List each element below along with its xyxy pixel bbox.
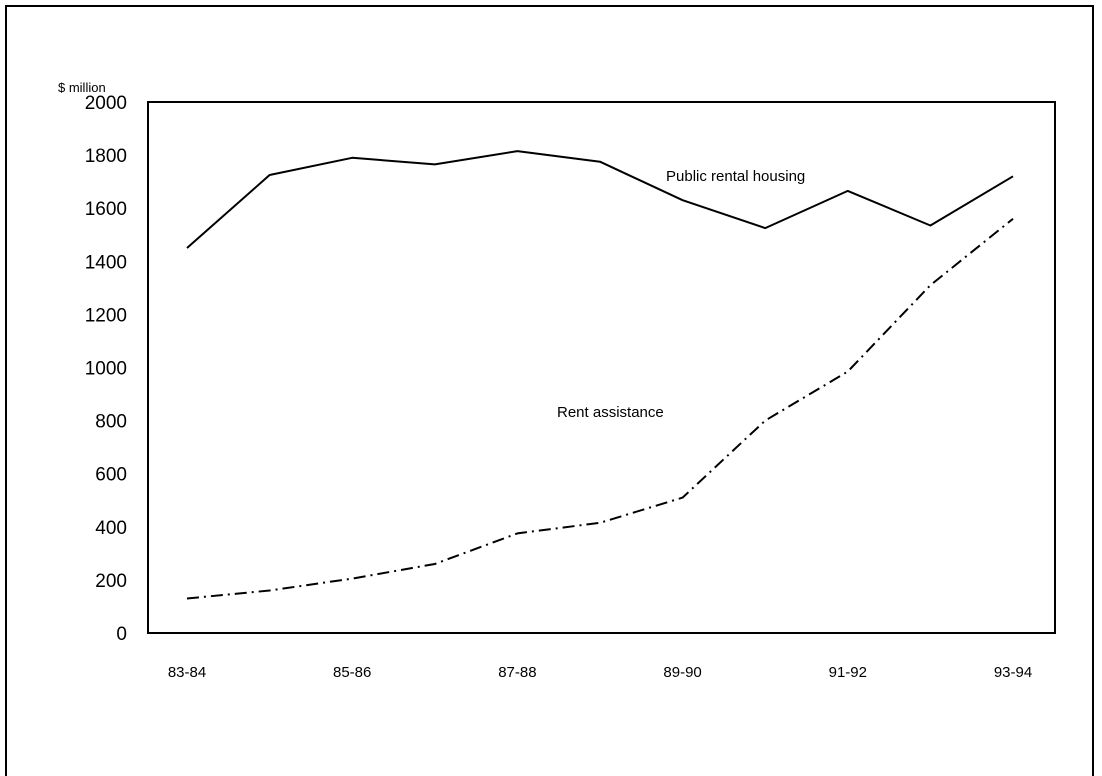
rent-assistance-line: [186, 218, 1014, 600]
y-tick-label: 1200: [85, 305, 127, 326]
y-tick-label: 400: [95, 518, 127, 539]
series-lines: [186, 150, 1014, 600]
y-tick-label: 1800: [85, 146, 127, 167]
x-tick-label: 89-90: [663, 664, 701, 681]
plot-border: [147, 101, 1056, 634]
y-axis-ticks: 0 200 400 600 800 1000 1200 1400 1600 1800 2000: [85, 93, 127, 645]
x-tick-label: 85-86: [333, 664, 371, 681]
public-rental-housing-label: Public rental housing: [666, 168, 805, 185]
y-tick-label: 0: [116, 624, 127, 645]
y-tick-label: 1600: [85, 199, 127, 220]
x-tick-label: 91-92: [829, 664, 867, 681]
public-rental-housing-line: [186, 150, 1014, 249]
y-tick-label: 200: [95, 571, 127, 592]
plot-area: [147, 101, 1056, 634]
x-tick-label: 87-88: [498, 664, 536, 681]
y-tick-label: 600: [95, 465, 127, 486]
y-tick-label: 2000: [85, 93, 127, 114]
series-labels: Public rental housing Rent assistance: [557, 168, 805, 421]
x-axis-ticks: 83-84 85-86 87-88 89-90 91-92 93-94: [168, 664, 1032, 681]
chart-frame: [5, 5, 1094, 776]
y-tick-label: 1400: [85, 252, 127, 273]
rent-assistance-label: Rent assistance: [557, 404, 664, 421]
x-tick-label: 83-84: [168, 664, 206, 681]
y-tick-label: 1000: [85, 359, 127, 380]
y-axis-label: $ million: [58, 80, 106, 95]
y-tick-label: 800: [95, 412, 127, 433]
x-tick-label: 93-94: [994, 664, 1032, 681]
